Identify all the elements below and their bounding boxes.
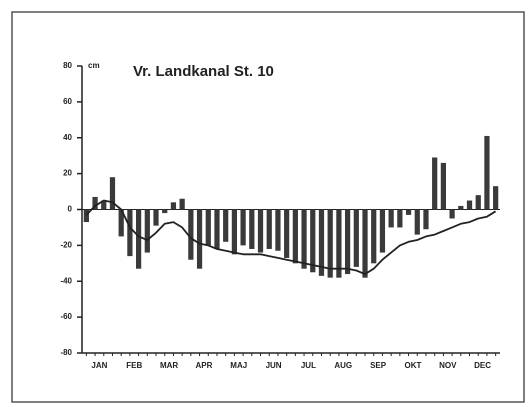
- bar: [83, 209, 89, 223]
- bar: [493, 186, 499, 210]
- bar: [310, 209, 316, 273]
- bar: [344, 209, 351, 275]
- y-tick-label: 0: [68, 205, 73, 214]
- bar: [179, 198, 185, 210]
- bar: [144, 209, 150, 253]
- bar: [266, 209, 272, 249]
- bar: [153, 209, 159, 226]
- bar: [362, 209, 368, 278]
- bar: [92, 196, 98, 210]
- line: [85, 199, 497, 275]
- bar: [397, 209, 403, 228]
- frame: [11, 11, 525, 403]
- bar: [318, 209, 325, 276]
- x-tick-label: MAR: [160, 361, 178, 370]
- bar: [127, 209, 133, 257]
- bar: [405, 209, 412, 215]
- bar: [327, 209, 333, 278]
- bar: [432, 157, 438, 210]
- bar: [249, 209, 255, 249]
- bar: [301, 209, 307, 269]
- y-tick-label: 20: [63, 169, 72, 178]
- bar: [475, 195, 481, 210]
- bar: [466, 200, 473, 210]
- x-tick-label: MAJ: [230, 361, 247, 370]
- x-tick-label: OKT: [404, 361, 421, 370]
- bar: [275, 209, 281, 251]
- y-tick-label: -20: [60, 240, 72, 249]
- bar: [101, 200, 107, 210]
- bar: [414, 209, 420, 235]
- y-unit: cm: [88, 61, 100, 70]
- bar: [484, 135, 490, 210]
- y-tick-label: -40: [60, 276, 72, 285]
- bar: [205, 209, 211, 246]
- x-tick-label: JUL: [301, 361, 316, 370]
- x-tick-label: FEB: [126, 361, 142, 370]
- bar: [284, 209, 290, 258]
- x-tick-label: APR: [195, 361, 212, 370]
- bar: [162, 209, 168, 214]
- bar: [170, 202, 177, 210]
- y-tick-label: -80: [60, 348, 72, 357]
- bar: [240, 209, 246, 246]
- x-tick-label: JAN: [91, 361, 107, 370]
- bar: [423, 209, 429, 230]
- x-tick-label: SEP: [370, 361, 387, 370]
- x-tick-label: JUN: [266, 361, 282, 370]
- bar: [371, 209, 377, 264]
- bar: [449, 209, 455, 219]
- bar: [196, 209, 203, 269]
- bar: [257, 209, 264, 253]
- y-tick-label: 40: [63, 133, 72, 142]
- bar: [440, 162, 447, 210]
- bar: [231, 209, 238, 255]
- bar: [188, 209, 194, 260]
- chart-title: Vr. Landkanal St. 10: [133, 63, 274, 80]
- bar: [336, 209, 342, 278]
- y-tick-label: -60: [60, 312, 72, 321]
- y-tick-label: 80: [63, 61, 72, 70]
- bar: [458, 205, 464, 210]
- bar: [292, 209, 298, 264]
- bar: [223, 209, 229, 242]
- bar: [135, 209, 142, 269]
- bar: [353, 209, 359, 267]
- bar: [118, 209, 124, 237]
- x-tick-label: NOV: [439, 361, 457, 370]
- bar: [214, 209, 220, 249]
- x-tick-label: DEC: [474, 361, 491, 370]
- bar: [379, 209, 386, 253]
- x-tick-label: AUG: [334, 361, 352, 370]
- bar: [388, 209, 394, 228]
- y-tick-label: 60: [63, 97, 72, 106]
- bar: [109, 177, 116, 210]
